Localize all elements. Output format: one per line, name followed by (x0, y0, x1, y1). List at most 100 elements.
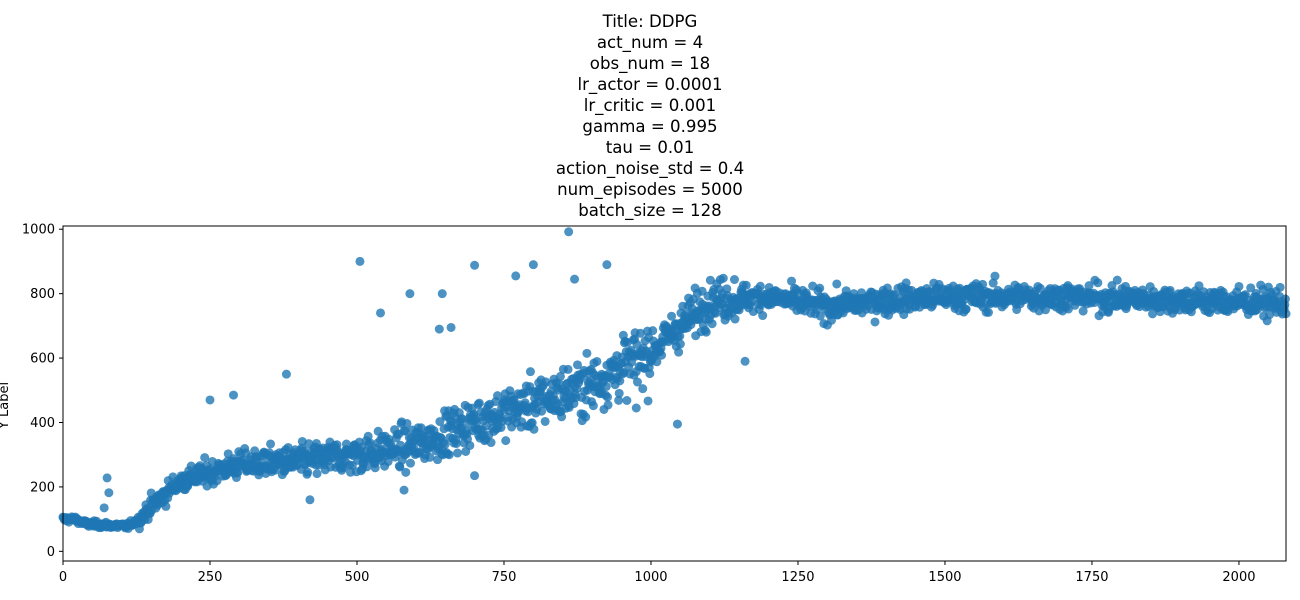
data-point (200, 453, 210, 463)
data-point (474, 398, 484, 408)
data-point (787, 276, 797, 286)
x-axis: 0 250 500 750 1000 1250 1500 1750 2000 (59, 561, 1256, 585)
data-point (990, 271, 1000, 281)
data-point (444, 450, 454, 460)
data-point (486, 438, 496, 448)
data-point (332, 440, 342, 450)
x-tick-label: 1500 (928, 570, 961, 585)
data-point (601, 381, 611, 391)
data-point (470, 260, 480, 270)
data-point (667, 311, 677, 321)
data-point (581, 412, 591, 422)
data-point (602, 392, 612, 402)
data-point (303, 467, 313, 477)
data-point (564, 227, 574, 237)
data-point (370, 463, 380, 473)
data-point (632, 377, 642, 387)
data-point (1246, 283, 1256, 293)
y-axis-label: Y Label (0, 382, 12, 430)
data-point (434, 324, 444, 334)
x-tick-label: 1250 (781, 570, 814, 585)
data-point (983, 307, 993, 317)
x-tick-label: 750 (492, 570, 517, 585)
title-line: lr_actor = 0.0001 (577, 75, 723, 94)
title-line: num_episodes = 5000 (557, 180, 743, 199)
data-point (525, 367, 535, 377)
data-point (451, 439, 461, 449)
data-point (540, 416, 550, 426)
y-tick-label: 200 (30, 480, 55, 495)
x-tick-label: 1000 (634, 570, 667, 585)
data-point (453, 448, 463, 458)
data-point (1112, 275, 1122, 285)
data-point (741, 280, 751, 290)
data-point (675, 339, 685, 349)
data-point (1084, 281, 1094, 291)
data-point (614, 388, 624, 398)
data-point (395, 462, 405, 472)
data-point (161, 501, 171, 511)
data-point (645, 369, 655, 379)
data-point (400, 426, 410, 436)
data-point (383, 457, 393, 467)
data-point (740, 356, 750, 366)
chart-title: Title: DDPG act_num = 4 obs_num = 18 lr_act… (0, 11, 1300, 221)
data-point (501, 436, 511, 446)
data-point (465, 440, 475, 450)
data-point (205, 395, 215, 405)
data-point (493, 391, 503, 401)
data-point (528, 260, 538, 270)
y-axis: 0 200 400 600 800 1000 (22, 223, 63, 560)
data-point (266, 439, 276, 449)
data-point (470, 471, 480, 481)
data-point (281, 369, 291, 379)
data-point (832, 279, 842, 289)
data-point (563, 364, 573, 374)
x-tick-label: 0 (59, 570, 67, 585)
data-point (889, 290, 899, 300)
data-point (722, 284, 732, 294)
data-point (1275, 282, 1285, 292)
data-point (537, 406, 547, 416)
data-point (471, 418, 481, 428)
data-point (588, 401, 598, 411)
data-point (102, 473, 112, 483)
data-point (978, 279, 988, 289)
data-point (614, 395, 624, 405)
data-point (529, 424, 539, 434)
x-tick-label: 500 (345, 570, 370, 585)
data-point (1234, 281, 1244, 291)
data-point (405, 289, 415, 299)
data-point (1035, 283, 1045, 293)
data-point (1148, 309, 1158, 319)
data-point (631, 403, 641, 413)
title-line: Title: DDPG (602, 12, 698, 31)
data-point (557, 412, 567, 422)
data-point (755, 281, 765, 291)
data-point (707, 319, 717, 329)
data-point (511, 271, 521, 281)
y-tick-label: 1000 (22, 223, 55, 238)
data-point (425, 452, 435, 462)
title-line: lr_critic = 0.001 (583, 96, 717, 115)
title-line: tau = 0.01 (605, 138, 695, 157)
data-point (435, 417, 445, 427)
y-tick-label: 0 (47, 545, 55, 560)
data-point (402, 418, 412, 428)
points-layer (58, 227, 1291, 534)
data-point (657, 350, 667, 360)
data-point (582, 348, 592, 358)
data-point (901, 278, 911, 288)
data-point (870, 317, 880, 327)
data-point (730, 314, 740, 324)
data-point (1078, 306, 1088, 316)
data-point (1093, 278, 1103, 288)
data-point (648, 326, 658, 336)
data-point (643, 396, 653, 406)
title-line: obs_num = 18 (589, 54, 711, 73)
data-point (312, 469, 322, 479)
data-point (622, 396, 632, 405)
title-line: action_noise_std = 0.4 (555, 159, 745, 178)
data-point (815, 311, 825, 321)
